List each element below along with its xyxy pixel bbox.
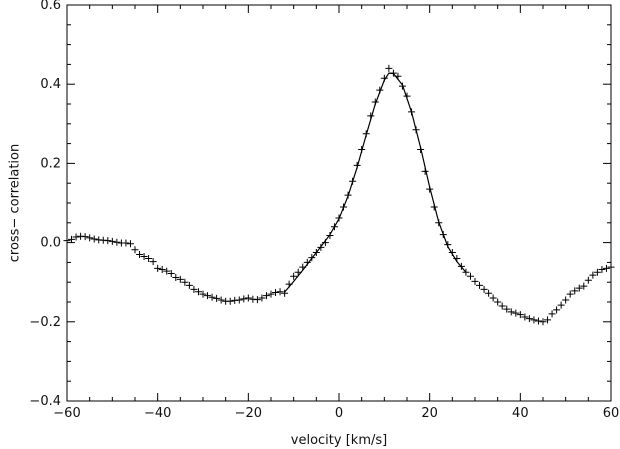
scatter-points — [63, 64, 615, 326]
y-tick-label: −0.4 — [29, 394, 61, 409]
x-tick-label: 40 — [512, 406, 529, 421]
x-tick-label: −20 — [235, 406, 262, 421]
data-point — [185, 281, 193, 289]
data-point — [81, 233, 89, 241]
data-point — [172, 273, 180, 281]
data-point — [253, 296, 261, 304]
data-point — [113, 238, 121, 246]
x-tick-label: 0 — [335, 406, 343, 421]
data-point — [507, 308, 515, 316]
data-point — [136, 250, 144, 258]
x-tick-label: 20 — [421, 406, 438, 421]
data-point — [281, 289, 289, 297]
data-point — [86, 234, 94, 242]
data-point — [262, 292, 270, 300]
data-point — [213, 294, 221, 302]
y-axis-title: cross− correlation — [8, 144, 23, 263]
data-point — [598, 266, 606, 274]
data-point — [104, 237, 112, 245]
data-point — [566, 290, 574, 298]
data-point — [290, 272, 298, 280]
data-point — [548, 310, 556, 318]
data-point — [194, 288, 202, 296]
data-point — [226, 297, 234, 305]
data-point — [498, 302, 506, 310]
data-point — [163, 267, 171, 275]
data-point — [593, 268, 601, 276]
data-point — [471, 277, 479, 285]
data-point — [267, 290, 275, 298]
data-point — [176, 275, 184, 283]
data-point — [131, 246, 139, 254]
data-point — [258, 294, 266, 302]
data-point — [204, 292, 212, 300]
data-point — [240, 295, 248, 303]
data-point — [544, 316, 552, 324]
x-tick-label: −40 — [144, 406, 171, 421]
data-point — [476, 281, 484, 289]
data-point — [462, 268, 470, 276]
data-point — [167, 269, 175, 277]
data-point — [525, 315, 533, 323]
data-point — [272, 288, 280, 296]
data-point — [580, 282, 588, 290]
data-point — [108, 237, 116, 245]
data-point — [485, 289, 493, 297]
data-point — [126, 240, 134, 248]
x-axis-title: velocity [km/s] — [291, 433, 387, 448]
data-point — [480, 285, 488, 293]
y-tick-label: 0.0 — [40, 236, 61, 251]
y-tick-label: 0.6 — [40, 0, 61, 13]
data-point — [516, 311, 524, 319]
data-point — [466, 272, 474, 280]
data-point — [244, 294, 252, 302]
data-point — [158, 266, 166, 274]
data-point — [68, 235, 76, 243]
data-point — [208, 293, 216, 301]
data-point — [571, 287, 579, 295]
x-tick-label: 60 — [603, 406, 620, 421]
axis-ticks: −60 −40 −20 0 20 40 60 −0.4 −0.2 0.0 0.2 0.4 0.6 — [29, 0, 619, 421]
data-point — [553, 306, 561, 314]
y-tick-label: −0.2 — [29, 315, 61, 330]
x-tick-label: −60 — [53, 406, 80, 421]
data-point — [534, 317, 542, 325]
data-point — [584, 276, 592, 284]
data-point — [539, 318, 547, 326]
data-point — [512, 309, 520, 317]
data-point — [530, 316, 538, 324]
data-point — [276, 288, 284, 296]
plot-frame — [66, 4, 612, 402]
data-point — [589, 271, 597, 279]
data-point — [494, 298, 502, 306]
data-point — [503, 305, 511, 313]
y-tick-label: 0.2 — [40, 156, 61, 171]
data-point — [149, 258, 157, 266]
data-point — [145, 254, 153, 262]
data-point — [562, 296, 570, 304]
data-point — [72, 233, 80, 241]
data-point — [217, 296, 225, 304]
data-point — [181, 278, 189, 286]
fit-curve — [284, 72, 467, 293]
data-point — [602, 264, 610, 272]
data-point — [385, 64, 393, 72]
data-point — [199, 290, 207, 298]
data-point — [235, 296, 243, 304]
data-point — [557, 301, 565, 309]
data-point — [190, 285, 198, 293]
data-point — [122, 239, 130, 247]
data-point — [154, 264, 162, 272]
y-tick-label: 0.4 — [40, 77, 61, 92]
data-point — [90, 235, 98, 243]
data-point — [521, 313, 529, 321]
data-point — [489, 294, 497, 302]
data-point — [575, 284, 583, 292]
data-point — [140, 252, 148, 260]
